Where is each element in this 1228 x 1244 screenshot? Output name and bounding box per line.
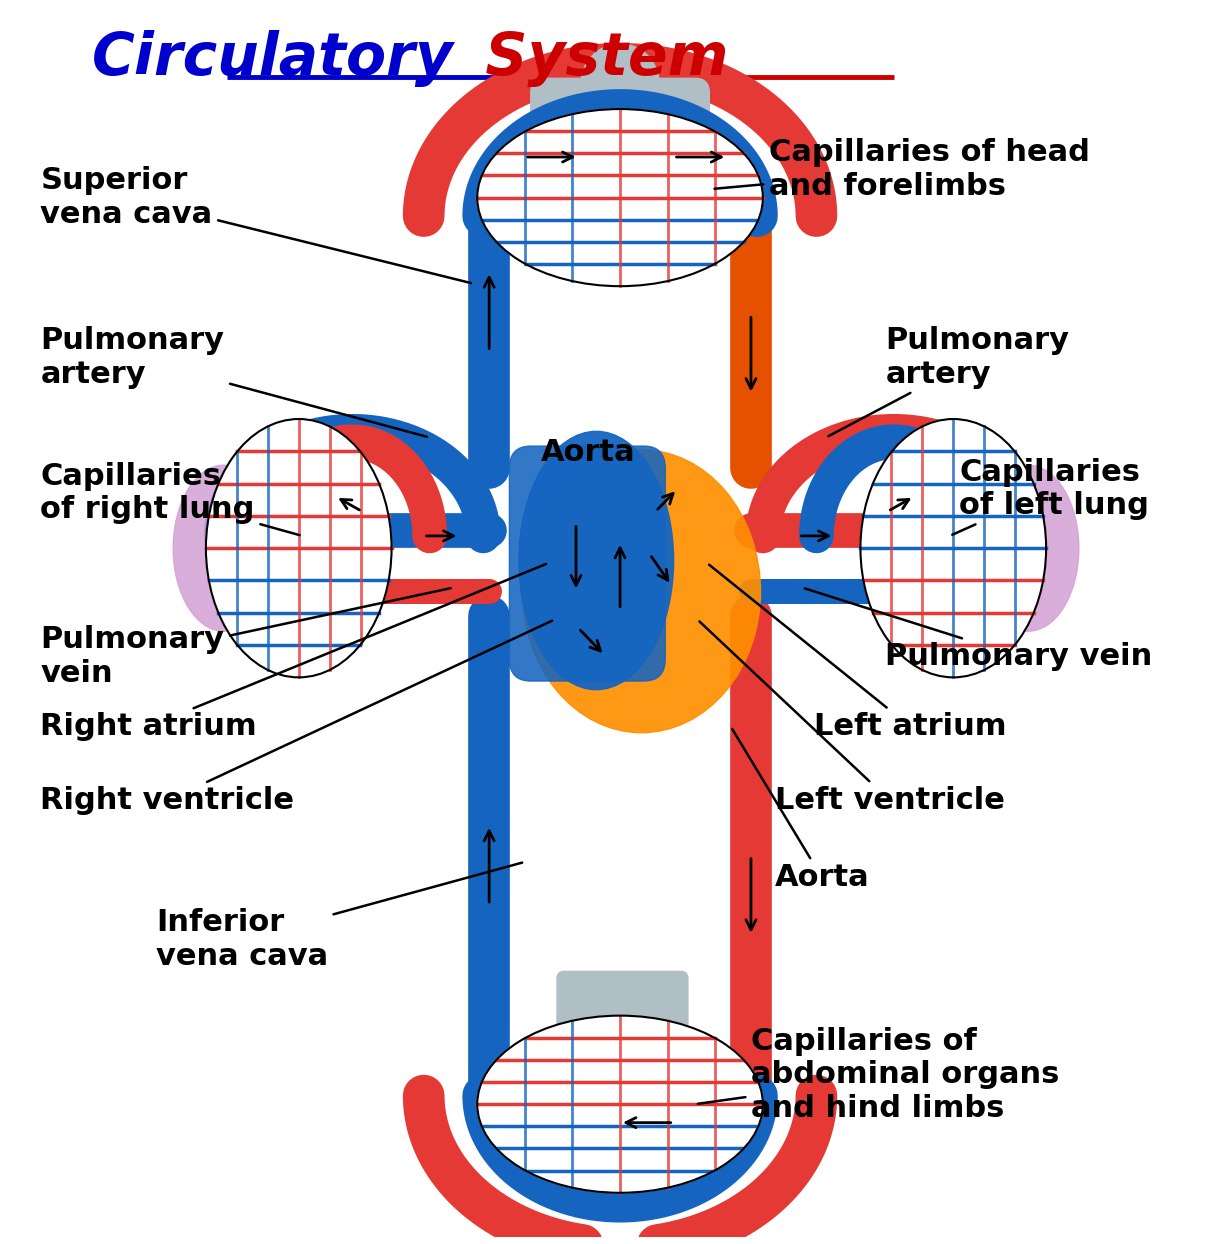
Text: Inferior
vena cava: Inferior vena cava (156, 862, 522, 970)
Circle shape (476, 204, 515, 243)
FancyBboxPatch shape (530, 78, 710, 225)
Circle shape (726, 204, 764, 243)
Ellipse shape (478, 109, 763, 286)
Ellipse shape (861, 419, 1046, 677)
Text: Pulmonary
artery: Pulmonary artery (41, 326, 427, 437)
Text: Pulmonary
vein: Pulmonary vein (41, 588, 451, 688)
Text: Circulatory: Circulatory (92, 30, 453, 87)
Text: Right atrium: Right atrium (41, 564, 546, 741)
Text: Capillaries
of right lung: Capillaries of right lung (41, 462, 300, 535)
FancyBboxPatch shape (558, 972, 688, 1050)
Text: Pulmonary vein: Pulmonary vein (804, 588, 1153, 671)
Text: Capillaries
of left lung: Capillaries of left lung (952, 458, 1149, 535)
Text: Superior
vena cava: Superior vena cava (41, 167, 472, 284)
Ellipse shape (519, 432, 674, 689)
Text: Capillaries of
abdominal organs
and hind limbs: Capillaries of abdominal organs and hind… (698, 1026, 1060, 1123)
Ellipse shape (206, 419, 392, 677)
Ellipse shape (173, 465, 274, 631)
Text: Capillaries of head
and forelimbs: Capillaries of head and forelimbs (715, 138, 1089, 200)
FancyBboxPatch shape (598, 78, 641, 142)
Ellipse shape (522, 450, 760, 733)
Text: Left ventricle: Left ventricle (700, 622, 1005, 815)
Text: Aorta: Aorta (540, 438, 635, 466)
Text: System: System (465, 30, 729, 87)
Text: Left atrium: Left atrium (709, 565, 1007, 741)
Ellipse shape (478, 1015, 763, 1193)
FancyBboxPatch shape (510, 447, 666, 680)
Ellipse shape (977, 465, 1079, 631)
Circle shape (581, 44, 659, 126)
Text: Aorta: Aorta (732, 729, 869, 892)
Text: Right ventricle: Right ventricle (41, 621, 553, 815)
Text: Pulmonary
artery: Pulmonary artery (829, 326, 1070, 437)
